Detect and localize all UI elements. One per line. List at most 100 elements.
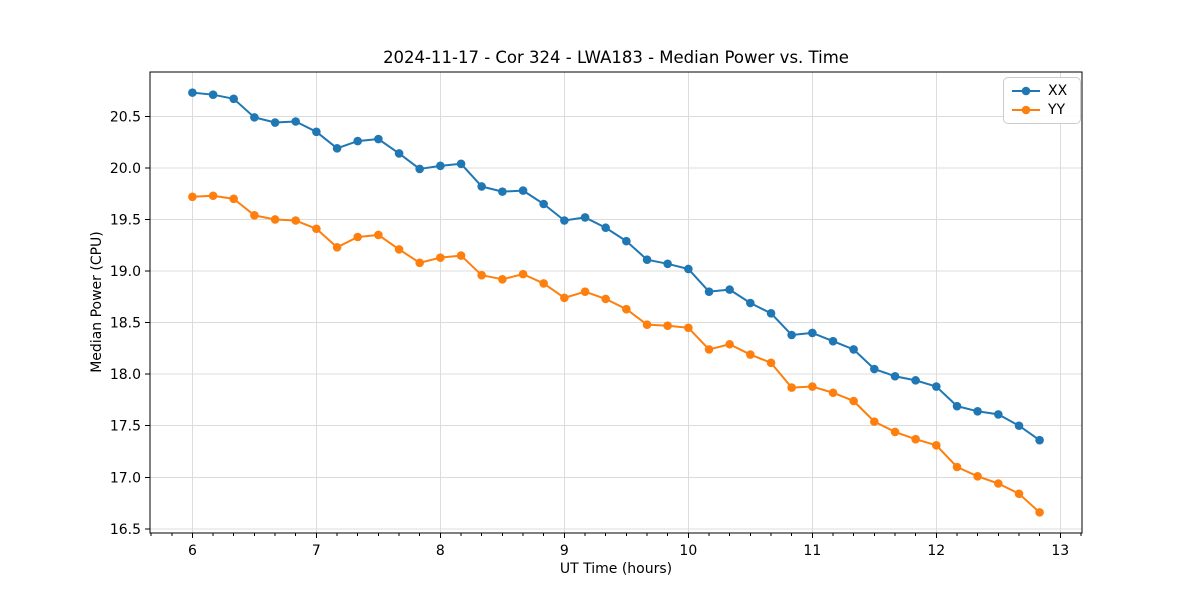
series-line-xx bbox=[191, 91, 1041, 442]
data-point-yy bbox=[188, 192, 197, 202]
data-point-yy bbox=[353, 232, 362, 242]
data-point-xx bbox=[415, 164, 424, 174]
data-point-yy bbox=[663, 321, 672, 331]
data-point-yy bbox=[208, 191, 218, 201]
data-point-xx bbox=[270, 118, 280, 127]
data-point-yy bbox=[870, 417, 879, 426]
data-point-yy bbox=[312, 224, 321, 234]
data-point-yy bbox=[973, 471, 982, 481]
data-point-yy bbox=[270, 215, 280, 224]
data-point-xx bbox=[353, 136, 362, 146]
data-point-yy bbox=[332, 243, 342, 252]
data-point-xx bbox=[622, 236, 631, 246]
y-tick-label: 17.5 bbox=[110, 419, 141, 435]
data-point-xx bbox=[890, 371, 900, 381]
data-point-yy bbox=[415, 258, 424, 268]
data-point-xx bbox=[436, 161, 445, 171]
data-point-xx bbox=[456, 159, 466, 169]
data-point-yy bbox=[374, 230, 383, 240]
data-point-xx bbox=[188, 88, 197, 97]
data-point-xx bbox=[932, 382, 941, 391]
data-point-xx bbox=[291, 117, 300, 126]
data-point-xx bbox=[601, 223, 610, 233]
data-point-xx bbox=[787, 330, 796, 340]
y-tick-label: 19.5 bbox=[110, 212, 141, 228]
x-tick-label: 10 bbox=[679, 543, 697, 559]
data-point-yy bbox=[1014, 489, 1024, 499]
data-point-xx bbox=[663, 259, 672, 269]
data-point-xx bbox=[870, 364, 879, 374]
legend-item-xx: XX bbox=[1011, 84, 1073, 98]
data-point-xx bbox=[849, 345, 858, 354]
data-point-yy bbox=[291, 216, 300, 225]
chart-title: 2024-11-17 - Cor 324 - LWA183 - Median P… bbox=[383, 48, 849, 67]
data-point-xx bbox=[808, 328, 817, 338]
legend-label: XX bbox=[1048, 83, 1068, 100]
x-axis-label: UT Time (hours) bbox=[559, 561, 673, 577]
data-point-xx bbox=[312, 127, 321, 137]
data-point-yy bbox=[642, 320, 652, 329]
y-tick-label: 17.0 bbox=[110, 470, 141, 486]
data-point-xx bbox=[725, 285, 734, 294]
x-tick-label: 11 bbox=[803, 543, 821, 559]
y-tick-label: 16.5 bbox=[110, 522, 141, 538]
legend-line-marker-icon bbox=[1012, 87, 1040, 96]
data-point-yy bbox=[828, 388, 838, 398]
data-point-xx bbox=[973, 407, 982, 416]
data-point-xx bbox=[394, 149, 404, 158]
data-point-xx bbox=[911, 376, 920, 385]
data-point-xx bbox=[704, 287, 714, 296]
data-point-yy bbox=[436, 253, 445, 262]
x-tick-label: 13 bbox=[1051, 543, 1069, 559]
data-point-yy bbox=[1035, 508, 1044, 517]
data-point-yy bbox=[580, 287, 590, 296]
legend: XX YY bbox=[1003, 77, 1081, 124]
data-point-yy bbox=[498, 275, 507, 284]
data-point-xx bbox=[229, 94, 238, 104]
data-point-yy bbox=[250, 211, 259, 220]
data-point-xx bbox=[828, 336, 838, 346]
data-point-xx bbox=[994, 410, 1003, 419]
data-point-xx bbox=[539, 199, 548, 209]
data-point-yy bbox=[849, 396, 858, 406]
data-point-xx bbox=[746, 298, 755, 308]
data-point-xx bbox=[642, 255, 652, 264]
data-point-yy bbox=[229, 194, 238, 204]
data-point-xx bbox=[1014, 421, 1024, 431]
x-tick-label: 9 bbox=[560, 543, 569, 559]
data-point-yy bbox=[746, 350, 755, 359]
data-point-yy bbox=[787, 383, 796, 392]
data-point-yy bbox=[394, 245, 404, 254]
y-tick-label: 18.0 bbox=[110, 367, 141, 383]
series-line-yy bbox=[191, 194, 1041, 514]
data-point-yy bbox=[622, 304, 631, 314]
data-point-yy bbox=[456, 251, 466, 260]
y-tick-label: 20.5 bbox=[110, 109, 141, 125]
legend-label: YY bbox=[1048, 101, 1066, 118]
data-point-xx bbox=[560, 216, 569, 225]
data-point-xx bbox=[952, 401, 962, 411]
data-point-xx bbox=[208, 90, 218, 99]
data-point-yy bbox=[560, 293, 569, 303]
y-tick-label: 19.0 bbox=[110, 264, 141, 280]
data-point-yy bbox=[518, 269, 528, 279]
data-point-yy bbox=[952, 462, 962, 472]
data-point-yy bbox=[725, 339, 734, 349]
data-point-yy bbox=[684, 323, 693, 333]
y-tick-label: 20.0 bbox=[110, 161, 141, 177]
data-point-xx bbox=[374, 134, 383, 144]
data-point-yy bbox=[477, 270, 486, 280]
plot-border bbox=[149, 71, 1083, 534]
x-tick-label: 12 bbox=[927, 543, 945, 559]
data-point-yy bbox=[766, 358, 776, 368]
data-point-xx bbox=[684, 264, 693, 274]
data-point-xx bbox=[580, 213, 590, 222]
data-point-xx bbox=[498, 187, 507, 196]
x-tick-label: 8 bbox=[436, 543, 445, 559]
x-tick-label: 7 bbox=[312, 543, 321, 559]
data-point-yy bbox=[911, 434, 920, 444]
data-point-xx bbox=[250, 113, 259, 122]
data-point-yy bbox=[704, 345, 714, 354]
